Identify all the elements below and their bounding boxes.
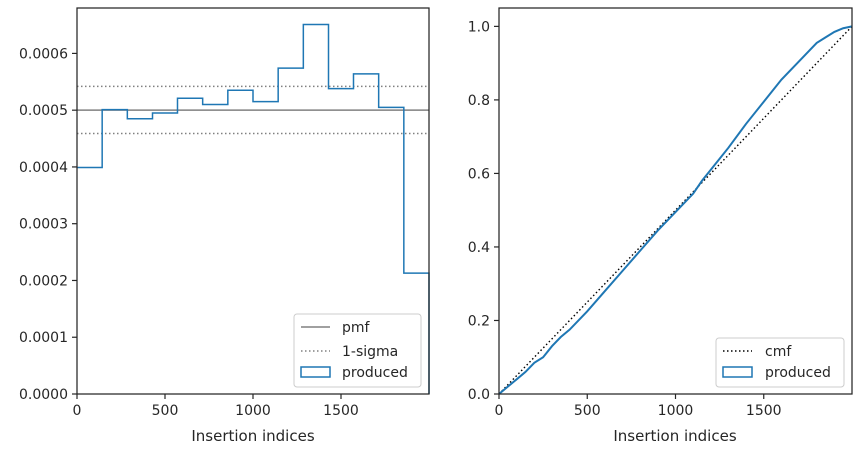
- cmf-xtick-label: 1000: [658, 403, 694, 419]
- cmf-xtick-label: 500: [574, 403, 601, 419]
- legend-pmf-label: pmf: [342, 320, 371, 336]
- pmf-histogram-legend: pmf 1-sigma produced: [293, 313, 422, 388]
- legend-produced-swatch: [300, 366, 331, 378]
- cmf-ytick-label: 0.2: [468, 313, 490, 329]
- pmf-histogram-ytick-label: 0.0004: [19, 160, 68, 176]
- pmf-histogram-ytick-label: 0.0002: [19, 273, 68, 289]
- legend-produced-swatch: [722, 366, 753, 378]
- cmf-ytick-label: 1.0: [468, 19, 490, 35]
- cmf-line: [498, 25, 853, 395]
- pmf-histogram-xlabel: Insertion indices: [191, 427, 314, 445]
- cmf-ytick-label: 0.8: [468, 93, 490, 109]
- cmf-xtick-label: 0: [495, 403, 504, 419]
- cmf-ticks: 0 500 1000 1500 0.0 0.2 0.4 0.6 0.8 1.0: [468, 19, 782, 419]
- legend-cmf-label: cmf: [765, 344, 792, 360]
- pmf-histogram-xtick-label: 1000: [235, 403, 271, 419]
- cmf-frame: [498, 7, 853, 395]
- cmf-ytick-label: 0.0: [468, 387, 490, 403]
- pmf-histogram-xtick-label: 1500: [323, 403, 359, 419]
- pmf-histogram-ytick-label: 0.0000: [19, 387, 68, 403]
- legend-produced-label: produced: [765, 365, 831, 381]
- cmf-ytick-label: 0.4: [468, 240, 490, 256]
- legend-produced-label: produced: [342, 365, 408, 381]
- reference-lines: [77, 85, 429, 135]
- pmf-histogram-chart: 0 500 1000 1500 0.0000 0.0001 0.0002 0.0003 0.00…: [19, 7, 430, 445]
- legend-box: [293, 313, 422, 388]
- cmf-xtick-label: 1500: [746, 403, 782, 419]
- legend-sigma-label: 1-sigma: [342, 344, 398, 360]
- pmf-histogram-ytick-label: 0.0001: [19, 330, 68, 346]
- pmf-histogram-ticks: 0 500 1000 1500 0.0000 0.0001 0.0002 0.0003 0.00…: [19, 46, 359, 419]
- cmf-ytick-label: 0.6: [468, 166, 490, 182]
- pmf-histogram-ytick-label: 0.0005: [19, 103, 68, 119]
- cmf-legend: cmf produced: [715, 337, 845, 388]
- cmf-xlabel: Insertion indices: [613, 427, 736, 445]
- pmf-histogram-frame: [76, 7, 430, 395]
- produced-histogram-step: [77, 23, 430, 394]
- pmf-histogram-ytick-label: 0.0003: [19, 217, 68, 233]
- cmf-chart: 0 500 1000 1500 0.0 0.2 0.4 0.6 0.8 1.0 Insertion…: [468, 7, 853, 445]
- pmf-histogram-xtick-label: 500: [152, 403, 179, 419]
- legend-box: [715, 337, 845, 388]
- produced-cdf-line: [498, 25, 853, 395]
- pmf-histogram-xtick-label: 0: [73, 403, 82, 419]
- pmf-histogram-ytick-label: 0.0006: [19, 46, 68, 62]
